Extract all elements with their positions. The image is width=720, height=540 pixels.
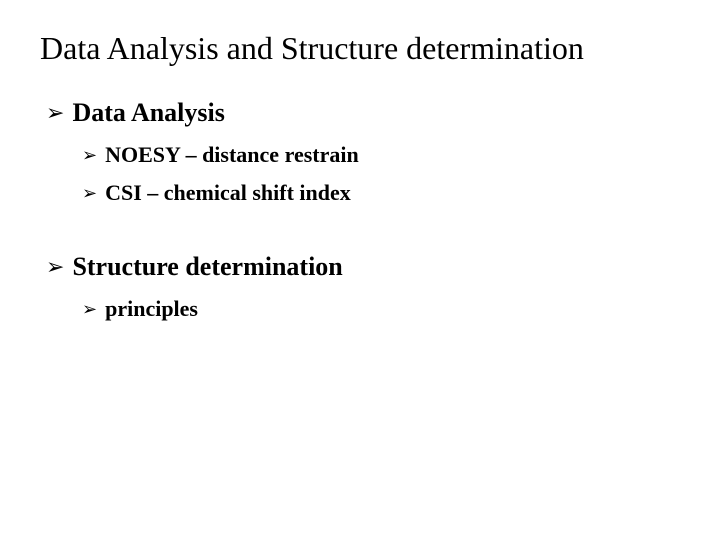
list-item: ➢ CSI – chemical shift index	[40, 180, 680, 206]
slide-title: Data Analysis and Structure determinatio…	[40, 28, 680, 68]
arrow-bullet-icon: ➢	[82, 296, 97, 322]
list-item: ➢ principles	[40, 296, 680, 322]
list-item-text: NOESY – distance restrain	[105, 142, 359, 168]
list-item-text: CSI – chemical shift index	[105, 180, 351, 206]
arrow-bullet-icon: ➢	[46, 252, 64, 282]
arrow-bullet-icon: ➢	[46, 98, 64, 128]
list-item-text: principles	[105, 296, 198, 322]
section-heading-text: Data Analysis	[72, 98, 224, 128]
spacer	[40, 218, 680, 252]
section-heading: ➢ Structure determination	[40, 252, 680, 282]
list-item: ➢ NOESY – distance restrain	[40, 142, 680, 168]
slide: Data Analysis and Structure determinatio…	[0, 0, 720, 540]
arrow-bullet-icon: ➢	[82, 180, 97, 206]
arrow-bullet-icon: ➢	[82, 142, 97, 168]
section-heading: ➢ Data Analysis	[40, 98, 680, 128]
section-heading-text: Structure determination	[72, 252, 342, 282]
